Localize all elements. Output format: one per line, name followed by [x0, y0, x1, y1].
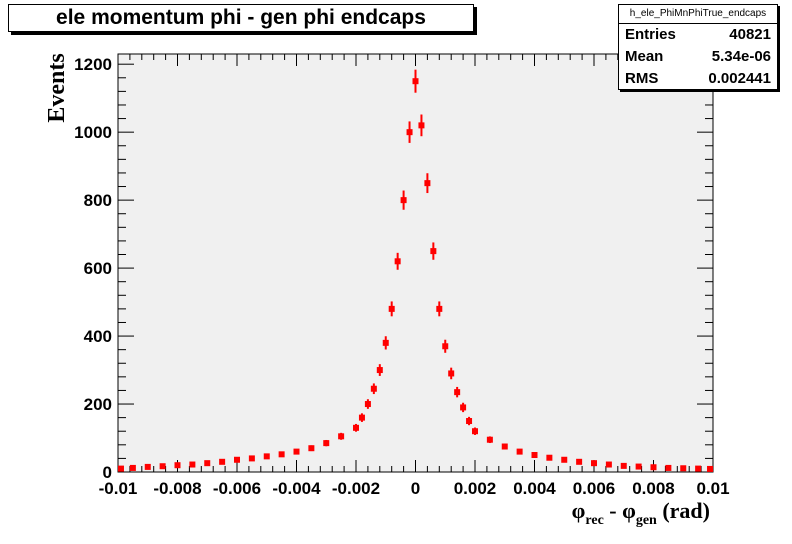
x-label-phi-gen: φ — [622, 498, 636, 523]
data-point — [358, 414, 365, 421]
x-tick-label: -0.008 — [153, 479, 201, 498]
data-point — [665, 464, 672, 471]
data-point — [204, 460, 211, 467]
data-point — [406, 129, 413, 136]
data-point — [388, 305, 395, 312]
data-point — [605, 461, 612, 468]
data-point — [308, 445, 315, 452]
data-point — [370, 385, 377, 392]
data-point — [159, 463, 166, 470]
y-tick-label: 0 — [103, 463, 112, 482]
data-point — [695, 465, 702, 472]
data-point — [394, 258, 401, 265]
x-label-phi-rec: φ — [572, 498, 586, 523]
x-tick-label: -0.006 — [213, 479, 261, 498]
data-point — [382, 339, 389, 346]
x-tick-label: -0.002 — [332, 479, 380, 498]
data-point — [635, 463, 642, 470]
y-tick-label: 200 — [84, 395, 112, 414]
y-tick-label: 400 — [84, 327, 112, 346]
data-point — [516, 448, 523, 455]
data-point — [430, 248, 437, 255]
data-point — [466, 418, 473, 425]
x-tick-label: 0.006 — [573, 479, 616, 498]
x-axis-label: φrec - φgen (rad) — [572, 498, 710, 528]
data-point — [234, 456, 240, 463]
x-tick-label: 0.008 — [632, 479, 675, 498]
data-point — [412, 78, 419, 85]
stats-value-entries: 40821 — [729, 26, 771, 43]
stats-box: h_ele_PhiMnPhiTrue_endcaps Entries 40821… — [618, 4, 778, 90]
data-point — [707, 465, 714, 472]
x-axis: -0.01 -0.008 -0.006 -0.004 -0.002 0 0.002 0.004… — [99, 54, 730, 498]
data-point — [129, 464, 136, 471]
stats-row-rms: RMS 0.002441 — [619, 68, 777, 90]
y-tick-label: 600 — [84, 259, 112, 278]
data-point — [323, 440, 330, 447]
data-point — [442, 343, 449, 350]
stats-label-mean: Mean — [625, 48, 664, 65]
stats-row-entries: Entries 40821 — [619, 24, 777, 46]
stats-histogram-name: h_ele_PhiMnPhiTrue_endcaps — [619, 5, 777, 24]
data-point — [591, 460, 597, 467]
data-point — [364, 401, 371, 408]
chart-title: ele momentum phi - gen phi endcaps — [8, 4, 474, 32]
y-axis: 0 200 400 600 800 1000 1200 — [74, 55, 713, 482]
data-point — [650, 464, 657, 471]
data-point — [546, 454, 553, 461]
y-tick-label: 1200 — [74, 55, 112, 74]
data-point — [293, 448, 300, 455]
plot-frame — [117, 53, 714, 473]
data-point — [338, 433, 345, 440]
data-point — [424, 180, 431, 187]
stats-value-mean: 5.34e-06 — [711, 48, 771, 65]
data-point — [376, 367, 383, 374]
data-point — [248, 455, 255, 462]
data-point — [531, 452, 538, 459]
data-point — [278, 451, 285, 458]
x-label-sub-rec: rec — [585, 513, 603, 528]
data-point — [189, 461, 196, 468]
x-tick-label: 0.01 — [696, 479, 729, 498]
data-point — [174, 462, 181, 469]
x-label-sub-gen: gen — [636, 513, 657, 528]
data-point — [680, 465, 687, 472]
x-label-minus: - — [604, 498, 622, 523]
stats-row-mean: Mean 5.34e-06 — [619, 46, 777, 68]
data-point — [144, 463, 151, 470]
x-label-unit: (rad) — [657, 498, 710, 523]
data-point — [448, 370, 455, 377]
x-tick-label: 0.002 — [454, 479, 497, 498]
data-point — [561, 456, 568, 463]
data-point — [501, 443, 508, 450]
stats-value-rms: 0.002441 — [708, 70, 771, 87]
data-point — [400, 197, 407, 204]
x-tick-label: -0.01 — [99, 479, 138, 498]
stats-label-entries: Entries — [625, 26, 676, 43]
data-point — [117, 465, 124, 472]
y-tick-label: 800 — [84, 191, 112, 210]
data-point — [454, 389, 461, 396]
x-tick-label: 0 — [411, 479, 420, 498]
data-point — [263, 453, 270, 460]
data-series — [117, 69, 714, 472]
data-point — [436, 305, 443, 312]
x-tick-label: -0.004 — [272, 479, 321, 498]
stats-label-rms: RMS — [625, 70, 659, 87]
data-point — [418, 122, 425, 129]
x-tick-label: 0.004 — [513, 479, 556, 498]
y-tick-label: 1000 — [74, 123, 112, 142]
data-point — [219, 458, 226, 465]
y-axis-label: Events — [44, 53, 70, 122]
data-point — [460, 404, 467, 411]
data-point — [486, 436, 493, 443]
data-point — [472, 428, 478, 435]
data-point — [576, 458, 583, 465]
data-point — [620, 462, 627, 469]
data-point — [353, 424, 359, 431]
